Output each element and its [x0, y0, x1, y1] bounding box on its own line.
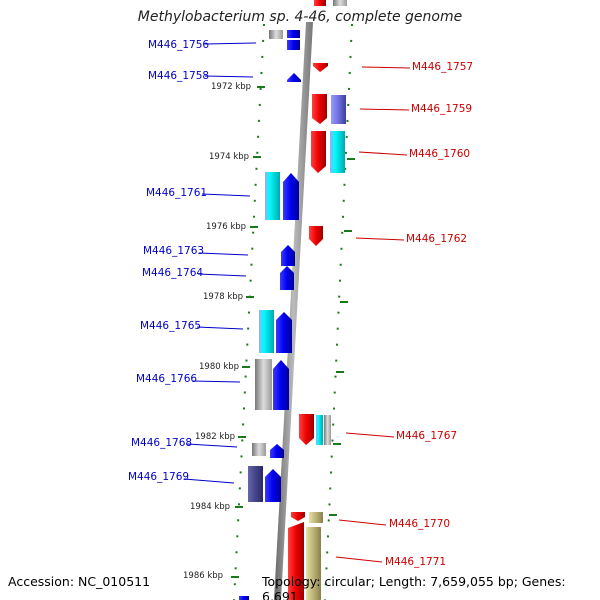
gene-label-m446-1756[interactable]: M446_1756	[148, 39, 209, 51]
kbp-label-1980: 1980 kbp	[199, 362, 239, 372]
kbp-label-1974: 1974 kbp	[209, 152, 249, 162]
gene-feature-m446-1767-grey[interactable]	[324, 415, 331, 445]
gene-feature-m446-1756[interactable]	[287, 30, 300, 38]
gene-feature-m446-1769[interactable]	[265, 469, 281, 502]
genome-title: Methylobacterium sp. 4-46, complete geno…	[137, 9, 463, 25]
gene-label-m446-1757[interactable]: M446_1757	[412, 61, 473, 73]
gene-feature-m446-1767[interactable]	[299, 414, 314, 445]
major-ticks	[231, 86, 355, 578]
gene-label-m446-1770[interactable]: M446_1770	[389, 518, 450, 530]
gene-label-m446-1766[interactable]: M446_1766	[136, 373, 197, 385]
reverse-strand-genes	[239, 0, 347, 600]
right-gene-labels: M446_1757 M446_1759 M446_1760 M446_1762 …	[385, 61, 473, 568]
gene-feature-top-grey[interactable]	[269, 30, 283, 39]
gene-label-m446-1763[interactable]: M446_1763	[143, 245, 204, 257]
gene-feature-m446-1768[interactable]	[270, 444, 284, 458]
left-leader-lines	[183, 42, 257, 484]
forward-strand-genes	[248, 30, 301, 502]
right-leader-lines	[335, 66, 411, 563]
gene-feature-top-grey-right[interactable]	[333, 0, 347, 6]
gene-feature-m446-1770[interactable]	[291, 512, 305, 521]
kbp-label-1982: 1982 kbp	[195, 432, 235, 442]
gene-feature-m446-1765[interactable]	[276, 312, 292, 353]
gene-feature-m446-1758[interactable]	[287, 73, 301, 82]
gene-label-m446-1771[interactable]: M446_1771	[385, 556, 446, 568]
gene-feature-m446-1765-cyan[interactable]	[259, 310, 274, 353]
gene-label-m446-1759[interactable]: M446_1759	[411, 103, 472, 115]
gene-feature-m446-1767-cyan[interactable]	[316, 415, 323, 445]
gene-feature-bottom-blue[interactable]	[239, 596, 249, 600]
kbp-scale: 1972 kbp 1974 kbp 1976 kbp 1978 kbp 1980…	[183, 82, 251, 581]
gene-label-m446-1767[interactable]: M446_1767	[396, 430, 457, 442]
kbp-label-1976: 1976 kbp	[206, 222, 246, 232]
gene-feature-top-red[interactable]	[314, 0, 326, 6]
gene-feature-m446-1759[interactable]	[312, 94, 327, 124]
kbp-label-1978: 1978 kbp	[203, 292, 243, 302]
gene-feature-m446-1761-cyan[interactable]	[265, 172, 280, 220]
gene-feature-m446-1756-arrow[interactable]	[287, 40, 300, 50]
gene-feature-m446-1759-purple[interactable]	[331, 95, 346, 124]
kbp-label-1972: 1972 kbp	[211, 82, 251, 92]
gene-feature-m446-1757[interactable]	[313, 63, 328, 72]
kbp-label-1984: 1984 kbp	[190, 502, 230, 512]
gene-label-m446-1758[interactable]: M446_1758	[148, 70, 209, 82]
left-tick-guide	[233, 23, 265, 600]
gene-feature-m446-1764[interactable]	[280, 266, 294, 290]
gene-feature-m446-1769-navy[interactable]	[248, 466, 263, 502]
gene-feature-m446-1762[interactable]	[309, 226, 323, 246]
gene-feature-m446-1763[interactable]	[281, 245, 295, 266]
gene-feature-m446-1770-khaki[interactable]	[309, 512, 323, 523]
right-tick-guide	[324, 23, 353, 600]
gene-label-m446-1761[interactable]: M446_1761	[146, 187, 207, 199]
gene-label-m446-1764[interactable]: M446_1764	[142, 267, 203, 279]
gene-label-m446-1769[interactable]: M446_1769	[128, 471, 189, 483]
gene-label-m446-1762[interactable]: M446_1762	[406, 233, 467, 245]
left-gene-labels: M446_1756 M446_1758 M446_1761 M446_1763 …	[128, 39, 209, 483]
gene-feature-m446-1768-grey[interactable]	[252, 443, 266, 456]
gene-feature-m446-1771[interactable]	[288, 522, 304, 600]
accession-label: Accession: NC_010511	[8, 574, 151, 589]
gene-feature-m446-1761[interactable]	[283, 173, 299, 220]
gene-label-m446-1765[interactable]: M446_1765	[140, 320, 201, 332]
kbp-label-1986: 1986 kbp	[183, 571, 223, 581]
gene-feature-m446-1760-cyan[interactable]	[330, 131, 345, 173]
genome-summary: Topology: circular; Length: 7,659,055 bp…	[262, 574, 566, 600]
gene-feature-m446-1760[interactable]	[311, 131, 326, 173]
gene-feature-m446-1766-grey[interactable]	[255, 359, 272, 410]
gene-label-m446-1760[interactable]: M446_1760	[409, 148, 470, 160]
gene-feature-m446-1771-khaki[interactable]	[306, 527, 321, 600]
gene-label-m446-1768[interactable]: M446_1768	[131, 437, 192, 449]
gene-feature-m446-1766[interactable]	[273, 360, 289, 410]
